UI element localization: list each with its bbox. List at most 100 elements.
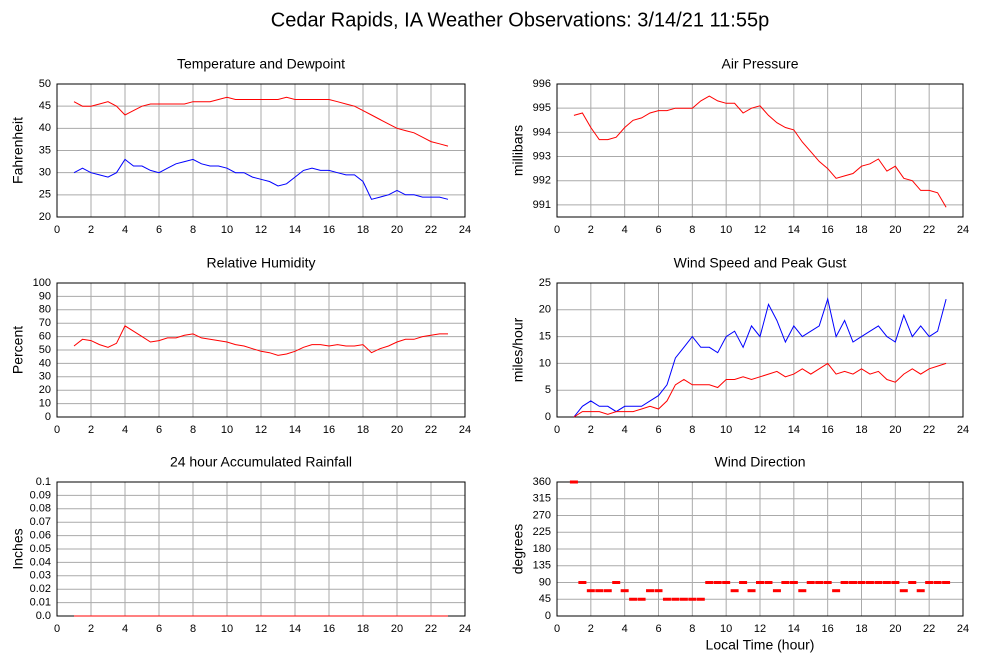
data-point [620, 589, 629, 593]
y-tick-label: 20 [39, 211, 51, 223]
y-tick-label: 45 [39, 100, 51, 112]
y-tick-label: 10 [539, 357, 551, 369]
y-tick-label: 0.0 [36, 610, 51, 622]
x-tick-label: 22 [923, 224, 935, 236]
y-tick-label: 993 [533, 150, 551, 162]
data-point [705, 581, 714, 584]
data-point [832, 589, 841, 593]
data-line [73, 158, 449, 200]
data-point [696, 597, 705, 601]
x-tick-label: 14 [788, 224, 800, 236]
x-tick-label: 14 [788, 623, 800, 635]
x-tick-label: 8 [689, 424, 695, 436]
data-point [823, 581, 832, 584]
x-tick-label: 12 [754, 424, 766, 436]
data-point [688, 597, 697, 601]
y-tick-label: 0.06 [30, 530, 51, 542]
x-tick-label: 14 [788, 424, 800, 436]
x-tick-label: 24 [957, 424, 969, 436]
y-tick-label: 25 [39, 189, 51, 201]
data-point [933, 581, 942, 584]
chart-title: Wind Direction [714, 454, 805, 470]
x-tick-label: 18 [855, 623, 867, 635]
x-tick-label: 20 [391, 623, 403, 635]
x-tick-label: 0 [54, 424, 60, 436]
x-tick-label: 6 [156, 224, 162, 236]
plot-frame [56, 83, 466, 218]
x-tick-label: 2 [88, 224, 94, 236]
y-tick-label: 0.01 [30, 597, 51, 609]
x-tick-label: 10 [720, 224, 732, 236]
x-tick-label: 6 [655, 224, 661, 236]
x-tick-label: 20 [889, 424, 901, 436]
chart-title: Air Pressure [721, 56, 798, 72]
data-point [806, 581, 815, 584]
x-tick-label: 4 [622, 424, 628, 436]
x-tick-label: 8 [190, 224, 196, 236]
chart-title: 24 hour Accumulated Rainfall [170, 454, 352, 470]
x-tick-label: 16 [822, 424, 834, 436]
y-tick-label: 225 [533, 526, 551, 538]
x-tick-label: 2 [588, 224, 594, 236]
x-tick-label: 24 [459, 224, 471, 236]
data-point [865, 581, 874, 584]
x-tick-label: 6 [655, 424, 661, 436]
y-tick-label: 0.08 [30, 503, 51, 515]
x-tick-label: 14 [289, 623, 301, 635]
y-tick-label: 995 [533, 102, 551, 114]
data-point [942, 581, 951, 584]
x-tick-label: 20 [391, 224, 403, 236]
y-tick-label: 360 [533, 476, 551, 488]
y-tick-label: 991 [533, 199, 551, 211]
data-point [849, 581, 858, 584]
x-tick-label: 0 [54, 224, 60, 236]
y-tick-label: 0.05 [30, 543, 51, 555]
x-tick-label: 12 [754, 623, 766, 635]
x-tick-label: 4 [122, 623, 128, 635]
y-tick-label: 40 [39, 122, 51, 134]
plot-frame [556, 481, 964, 617]
data-point [646, 589, 655, 593]
x-tick-label: 10 [720, 424, 732, 436]
data-point [679, 597, 688, 601]
y-tick-label: 315 [533, 493, 551, 505]
x-tick-label: 12 [255, 424, 267, 436]
data-point [612, 581, 621, 584]
y-tick-label: 0 [545, 610, 551, 622]
x-tick-label: 8 [190, 424, 196, 436]
y-tick-label: 20 [39, 384, 51, 396]
data-point [637, 597, 646, 601]
chart-title: Temperature and Dewpoint [177, 56, 345, 72]
x-tick-label: 6 [655, 623, 661, 635]
y-tick-label: 135 [533, 560, 551, 572]
data-point [578, 581, 587, 584]
y-tick-label: 30 [39, 371, 51, 383]
x-tick-label: 22 [425, 623, 437, 635]
x-tick-label: 2 [88, 623, 94, 635]
x-tick-label: 8 [190, 623, 196, 635]
data-point [713, 581, 722, 584]
data-line [73, 96, 449, 147]
data-point [595, 589, 604, 593]
x-tick-label: 22 [425, 424, 437, 436]
data-point [739, 581, 748, 584]
data-point [569, 480, 578, 484]
plot-frame [556, 83, 964, 218]
x-tick-label: 4 [122, 224, 128, 236]
y-tick-label: 80 [39, 304, 51, 316]
data-point [764, 581, 773, 584]
y-tick-label: 45 [539, 593, 551, 605]
x-tick-label: 24 [459, 623, 471, 635]
x-tick-label: 18 [855, 224, 867, 236]
x-tick-label: 20 [391, 424, 403, 436]
y-tick-label: 0.1 [36, 476, 51, 488]
x-tick-label: 6 [156, 623, 162, 635]
x-tick-label: 16 [323, 424, 335, 436]
plot-frame [556, 282, 964, 418]
x-tick-label: 14 [289, 424, 301, 436]
x-tick-label: 4 [622, 224, 628, 236]
x-tick-label: 2 [88, 424, 94, 436]
x-tick-label: 0 [554, 224, 560, 236]
x-tick-label: 22 [425, 224, 437, 236]
